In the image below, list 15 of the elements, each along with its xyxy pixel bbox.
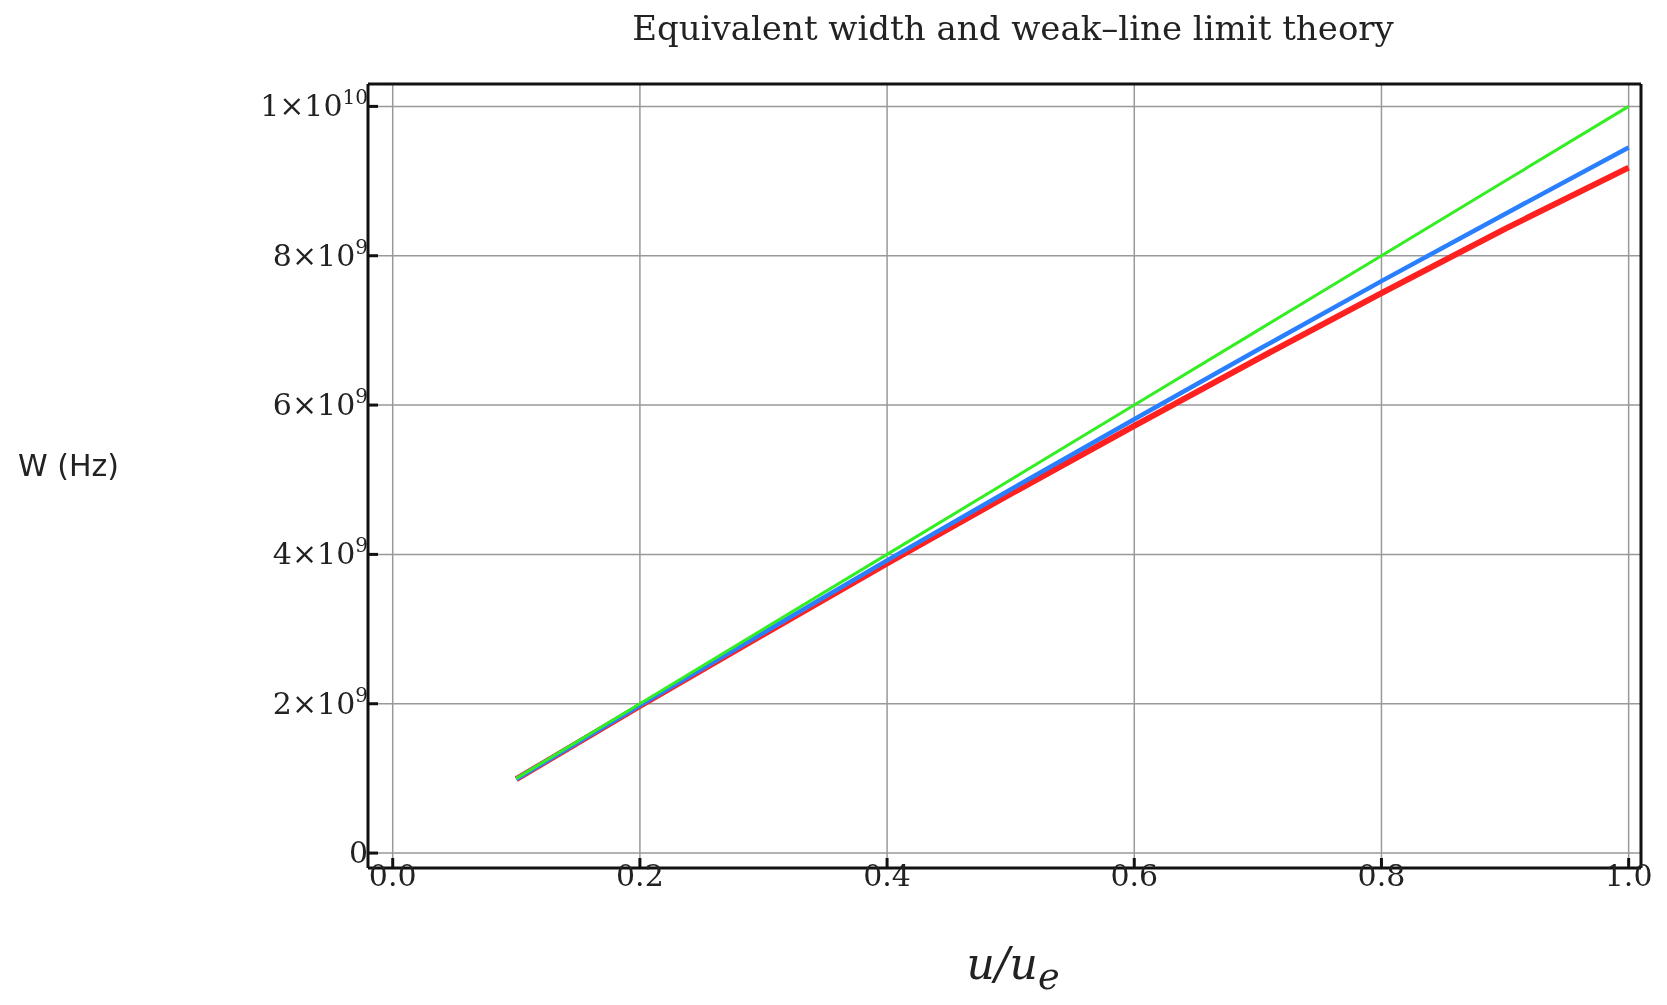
x-axis-title: u/u$_{e}$ xyxy=(965,938,1061,998)
y-tick-label: 8×10$^{9}$ xyxy=(272,234,368,273)
y-tick-label: 2×10$^{9}$ xyxy=(272,682,368,721)
y-tick-label: 0 xyxy=(348,835,368,871)
y-tick-label: 6×10$^{9}$ xyxy=(272,384,368,423)
y-axis-title: W (Hz) xyxy=(18,448,119,483)
chart-title: Equivalent width and weak–line limit theory xyxy=(631,8,1395,48)
x-tick-label: 1.0 xyxy=(1604,858,1653,893)
x-tick-label: 0.0 xyxy=(368,858,417,893)
x-tick-label: 0.4 xyxy=(863,858,911,893)
x-tick-label: 0.6 xyxy=(1110,858,1159,893)
x-tick-label: 0.8 xyxy=(1357,858,1406,893)
y-tick-label: 4×10$^{9}$ xyxy=(272,533,368,572)
y-tick-label: 1×10$^{10}$ xyxy=(260,85,368,124)
x-tick-label: 0.2 xyxy=(616,858,664,893)
